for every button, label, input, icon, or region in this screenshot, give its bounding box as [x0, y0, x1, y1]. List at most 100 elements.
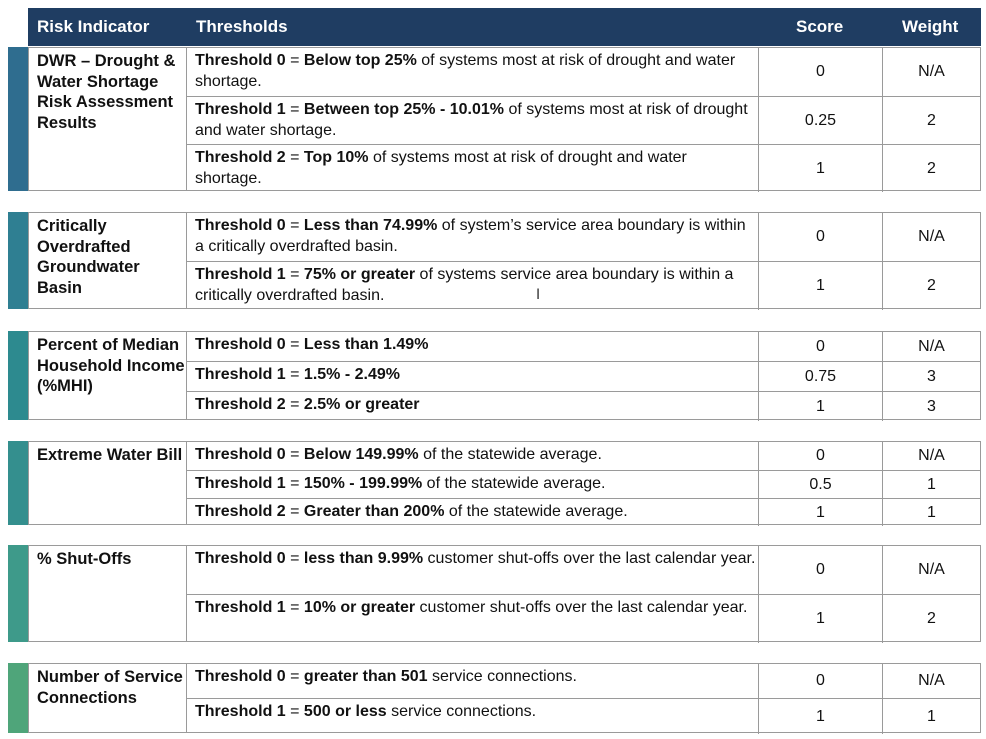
threshold-cell: Threshold 1 = 10% or greater customer sh… — [187, 595, 759, 643]
threshold-value: 1.5% - 2.49% — [303, 366, 400, 383]
table-row: Threshold 1 = 1.5% - 2.49% 0.75 3 — [187, 361, 980, 391]
threshold-label: Threshold 0 — [195, 336, 286, 353]
weight-cell: N/A — [918, 337, 945, 355]
weight-cell: 3 — [927, 367, 936, 385]
threshold-cell: Threshold 1 = 75% or greater of systems … — [187, 262, 759, 310]
threshold-description: of the statewide average. — [418, 446, 602, 463]
table-row: Threshold 1 = 10% or greater customer sh… — [187, 594, 980, 643]
threshold-value: Less than 74.99% — [303, 217, 438, 234]
risk-indicator-label: Percent of Median Household Income (%MHI… — [28, 331, 186, 420]
threshold-value: Below top 25% — [303, 52, 417, 69]
risk-indicator-label: Number of Service Connections — [28, 663, 186, 733]
threshold-description: of systems most at risk of drought and w… — [195, 101, 748, 139]
table-row: Threshold 0 = Below 149.99% of the state… — [187, 442, 980, 470]
score-cell: 0 — [759, 48, 883, 96]
threshold-equals: = — [285, 366, 304, 383]
threshold-description: of systems most at risk of drought and w… — [195, 149, 687, 187]
text-cursor-icon: I — [536, 287, 541, 303]
threshold-equals: = — [285, 599, 304, 616]
indicator-group: Extreme Water Bill Threshold 0 = Below 14… — [8, 441, 981, 526]
threshold-cell: Threshold 0 = Less than 1.49% — [187, 332, 759, 361]
threshold-rows: Threshold 0 = less than 9.99% customer s… — [186, 545, 981, 643]
score-cell: 1 — [759, 262, 883, 310]
threshold-equals: = — [285, 217, 304, 234]
score-cell: 1 — [759, 595, 883, 643]
threshold-label: Threshold 1 — [195, 266, 286, 283]
threshold-cell: Threshold 0 = Below top 25% of systems m… — [187, 48, 759, 96]
weight-cell: N/A — [918, 228, 945, 245]
threshold-equals: = — [285, 101, 304, 118]
header-weight: Weight — [902, 17, 959, 36]
header-score: Score — [796, 17, 844, 36]
table-row: Threshold 2 = 2.5% or greater 1 3 — [187, 391, 980, 421]
threshold-label: Threshold 1 — [195, 599, 286, 616]
threshold-rows: Threshold 0 = Below top 25% of systems m… — [186, 47, 981, 192]
table-row: Threshold 0 = Below top 25% of systems m… — [187, 48, 980, 96]
threshold-equals: = — [285, 52, 304, 69]
threshold-value: 2.5% or greater — [303, 396, 420, 413]
weight-cell: 1 — [927, 475, 936, 493]
score-cell: 0 — [759, 442, 883, 470]
threshold-equals: = — [285, 550, 304, 567]
threshold-label: Threshold 0 — [195, 52, 286, 69]
risk-indicator-label: Extreme Water Bill — [28, 441, 186, 525]
table-row: Threshold 1 = 500 or less service connec… — [187, 698, 980, 734]
accent-bar — [8, 47, 28, 191]
indicator-group: Number of Service Connections Threshold 0… — [8, 663, 981, 734]
score-cell: 1 — [759, 392, 883, 421]
accent-bar — [8, 441, 28, 525]
threshold-description: customer shut-offs over the last calenda… — [415, 599, 748, 616]
threshold-description: service connections. — [427, 668, 577, 685]
table-row: Threshold 1 = 150% - 199.99% of the stat… — [187, 470, 980, 498]
table-row: Threshold 0 = less than 9.99% customer s… — [187, 546, 980, 594]
threshold-description: of the statewide average. — [422, 475, 606, 492]
indicator-group: % Shut-Offs Threshold 0 = less than 9.99%… — [8, 545, 981, 643]
accent-bar — [8, 212, 28, 309]
threshold-description: of the statewide average. — [444, 503, 628, 520]
score-cell: 0.5 — [759, 471, 883, 498]
threshold-rows: Threshold 0 = Less than 1.49% 0 N/A Thresho… — [186, 331, 981, 421]
threshold-cell: Threshold 2 = 2.5% or greater — [187, 392, 759, 421]
table-row: Threshold 0 = greater than 501 service c… — [187, 664, 980, 698]
threshold-description: of system’s service area boundary is wit… — [195, 217, 746, 255]
weight-cell: 1 — [927, 503, 936, 521]
threshold-cell: Threshold 1 = Between top 25% - 10.01% o… — [187, 97, 759, 144]
weight-cell: 2 — [927, 111, 936, 129]
threshold-value: Less than 1.49% — [303, 336, 429, 353]
score-cell: 1 — [759, 145, 883, 192]
score-cell: 0 — [759, 664, 883, 698]
threshold-cell: Threshold 0 = greater than 501 service c… — [187, 664, 759, 698]
threshold-equals: = — [285, 503, 304, 520]
header-thresholds: Thresholds — [196, 17, 288, 36]
risk-indicator-label: % Shut-Offs — [28, 545, 186, 642]
table-row: Threshold 1 = Between top 25% - 10.01% o… — [187, 96, 980, 144]
threshold-rows: Threshold 0 = greater than 501 service c… — [186, 663, 981, 734]
threshold-value: greater than 501 — [303, 668, 428, 685]
threshold-cell: Threshold 1 = 500 or less service connec… — [187, 699, 759, 734]
threshold-value: Top 10% — [303, 149, 369, 166]
threshold-equals: = — [285, 336, 304, 353]
threshold-cell: Threshold 1 = 150% - 199.99% of the stat… — [187, 471, 759, 498]
threshold-rows: Threshold 0 = Less than 74.99% of system… — [186, 212, 981, 310]
header-risk-indicator: Risk Indicator — [37, 17, 150, 36]
threshold-label: Threshold 0 — [195, 668, 286, 685]
weight-cell: N/A — [918, 63, 945, 80]
weight-cell: 2 — [927, 610, 936, 627]
threshold-label: Threshold 1 — [195, 101, 286, 118]
threshold-description: customer shut-offs over the last calenda… — [423, 550, 756, 567]
weight-cell: 3 — [927, 397, 936, 415]
threshold-label: Threshold 1 — [195, 475, 286, 492]
accent-bar — [8, 663, 28, 733]
table-row: Threshold 2 = Greater than 200% of the s… — [187, 498, 980, 526]
threshold-description: service connections. — [386, 703, 537, 720]
risk-indicator-label: DWR – Drought & Water Shortage Risk Asse… — [28, 47, 186, 191]
threshold-value: 10% or greater — [303, 599, 416, 616]
indicator-group: DWR – Drought & Water Shortage Risk Asse… — [8, 47, 981, 192]
threshold-equals: = — [285, 266, 304, 283]
threshold-cell: Threshold 2 = Top 10% of systems most at… — [187, 145, 759, 192]
threshold-cell: Threshold 0 = less than 9.99% customer s… — [187, 546, 759, 594]
table-row: Threshold 0 = Less than 74.99% of system… — [187, 213, 980, 261]
score-cell: 1 — [759, 499, 883, 526]
weight-cell: 2 — [927, 159, 936, 177]
threshold-value: Below 149.99% — [303, 446, 419, 463]
